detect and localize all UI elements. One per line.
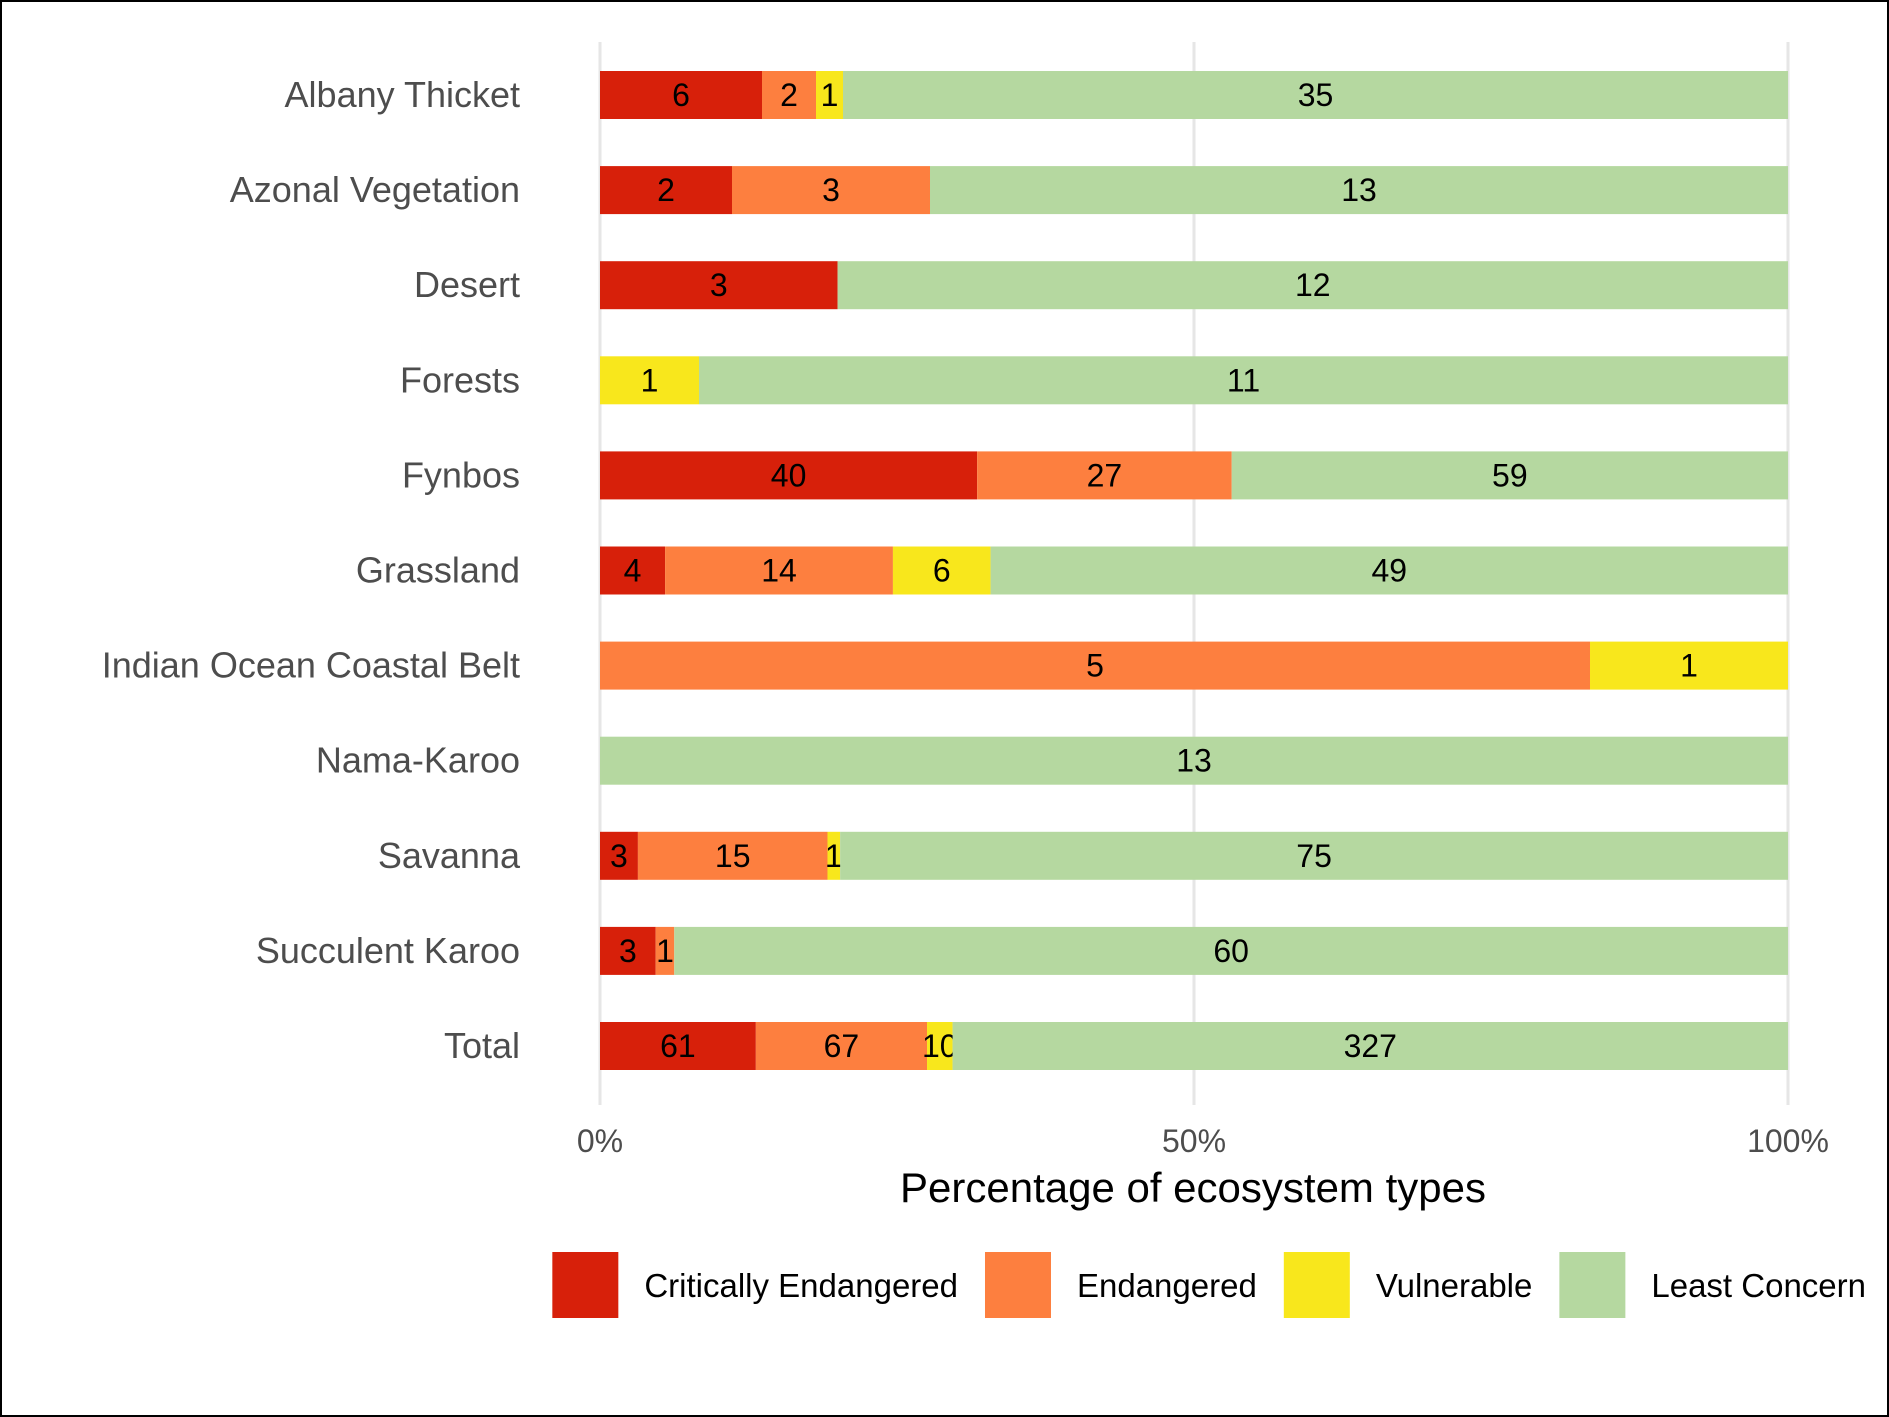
legend-label: Vulnerable bbox=[1376, 1267, 1533, 1304]
bar-data-label: 2 bbox=[780, 77, 798, 113]
bar-segment bbox=[930, 166, 1788, 215]
bar-data-label: 1 bbox=[656, 933, 674, 969]
category-label: Desert bbox=[414, 264, 520, 305]
bar-data-label: 14 bbox=[761, 553, 797, 589]
bar-data-label: 10 bbox=[922, 1028, 958, 1064]
bar-data-label: 1 bbox=[825, 838, 843, 874]
bar-data-label: 11 bbox=[1227, 362, 1260, 398]
bar-segment bbox=[655, 926, 675, 975]
bar-data-label: 35 bbox=[1298, 77, 1334, 113]
bar-segment bbox=[1231, 451, 1788, 500]
category-labels: Albany Thicket Azonal Vegetation Desert For… bbox=[102, 74, 521, 1066]
legend-label: Least Concern bbox=[1651, 1267, 1866, 1304]
category-label: Azonal Vegetation bbox=[230, 169, 520, 210]
bar-data-label: 27 bbox=[1087, 457, 1123, 493]
bar-data-label: 59 bbox=[1492, 457, 1528, 493]
x-axis-title: Percentage of ecosystem types bbox=[900, 1164, 1486, 1211]
bar-data-label: 3 bbox=[610, 838, 628, 874]
bar-data-label: 6 bbox=[933, 553, 951, 589]
bar-data-label: 12 bbox=[1295, 267, 1331, 303]
bar-data-label: 5 bbox=[1086, 648, 1104, 684]
legend-label: Critically Endangered bbox=[644, 1267, 958, 1304]
bar-segment bbox=[977, 451, 1232, 500]
bar-segment bbox=[843, 71, 1788, 119]
bar-segment bbox=[600, 831, 638, 880]
bar-segment bbox=[816, 71, 843, 119]
category-label: Total bbox=[444, 1025, 520, 1066]
legend-key bbox=[1283, 1252, 1350, 1318]
bar-data-label: 13 bbox=[1176, 743, 1212, 779]
bar-data-label: 49 bbox=[1371, 553, 1407, 589]
legend-key bbox=[552, 1252, 619, 1318]
category-label: Albany Thicket bbox=[285, 74, 520, 115]
bar-data-label: 3 bbox=[710, 267, 728, 303]
bar-segment bbox=[755, 1022, 928, 1070]
bar-segment bbox=[600, 451, 978, 500]
bar-data-label: 4 bbox=[624, 553, 642, 589]
category-label: Forests bbox=[400, 359, 520, 400]
bar-data-label: 75 bbox=[1296, 838, 1332, 874]
bar-segment bbox=[600, 926, 656, 975]
bar-segment bbox=[892, 546, 991, 595]
bar-data-label: 13 bbox=[1341, 172, 1377, 208]
bar-segment bbox=[600, 261, 838, 310]
bar-segment bbox=[665, 546, 893, 595]
bar-segment bbox=[827, 831, 841, 880]
bar-segment bbox=[600, 166, 732, 215]
bar-data-label: 1 bbox=[821, 77, 839, 113]
x-axis-ticks: 0% 50% 100% bbox=[577, 1123, 1829, 1159]
bar-segment bbox=[732, 166, 930, 215]
bar-data-label: 1 bbox=[1680, 648, 1698, 684]
bar-data-label: 40 bbox=[771, 457, 807, 493]
bar-segment bbox=[637, 831, 828, 880]
bar-data-label: 2 bbox=[657, 172, 675, 208]
bar-data-label: 327 bbox=[1344, 1028, 1397, 1064]
bar-segment bbox=[762, 71, 816, 119]
bar-segment bbox=[952, 1022, 1788, 1070]
bar-segment bbox=[674, 926, 1788, 975]
bar-data-label: 3 bbox=[619, 933, 637, 969]
x-tick-label: 100% bbox=[1747, 1123, 1829, 1159]
bar-data-label: 1 bbox=[641, 362, 659, 398]
bar-segment bbox=[600, 71, 762, 119]
bar-data-label: 15 bbox=[715, 838, 751, 874]
category-label: Indian Ocean Coastal Belt bbox=[102, 645, 520, 686]
legend-key bbox=[1559, 1252, 1626, 1318]
x-tick-label: 0% bbox=[577, 1123, 623, 1159]
bar-segment bbox=[927, 1022, 953, 1070]
category-label: Savanna bbox=[378, 835, 521, 876]
bar-segment bbox=[600, 736, 1788, 785]
category-label: Fynbos bbox=[402, 454, 520, 495]
bar-segment bbox=[990, 546, 1788, 595]
bar-segment bbox=[600, 356, 699, 405]
category-label: Succulent Karoo bbox=[256, 930, 520, 971]
bar-segment bbox=[837, 261, 1788, 310]
category-label: Nama-Karoo bbox=[316, 740, 520, 781]
bar-segment bbox=[600, 641, 1590, 690]
legend-key bbox=[984, 1252, 1051, 1318]
bar-segment bbox=[699, 356, 1788, 405]
bar-segment bbox=[600, 546, 666, 595]
bar-data-label: 6 bbox=[672, 77, 690, 113]
bar-segment bbox=[1590, 641, 1788, 690]
bar-data-label: 61 bbox=[660, 1028, 696, 1064]
legend: Critically Endangered Endangered Vulnerabl… bbox=[552, 1252, 1866, 1318]
bar-segment bbox=[840, 831, 1788, 880]
bar-segment bbox=[600, 1022, 756, 1070]
bar-data-label: 3 bbox=[822, 172, 840, 208]
category-label: Grassland bbox=[356, 550, 520, 591]
bar-data-label: 60 bbox=[1213, 933, 1249, 969]
bar-data-label: 67 bbox=[824, 1028, 860, 1064]
legend-label: Endangered bbox=[1077, 1267, 1257, 1304]
x-tick-label: 50% bbox=[1162, 1123, 1226, 1159]
